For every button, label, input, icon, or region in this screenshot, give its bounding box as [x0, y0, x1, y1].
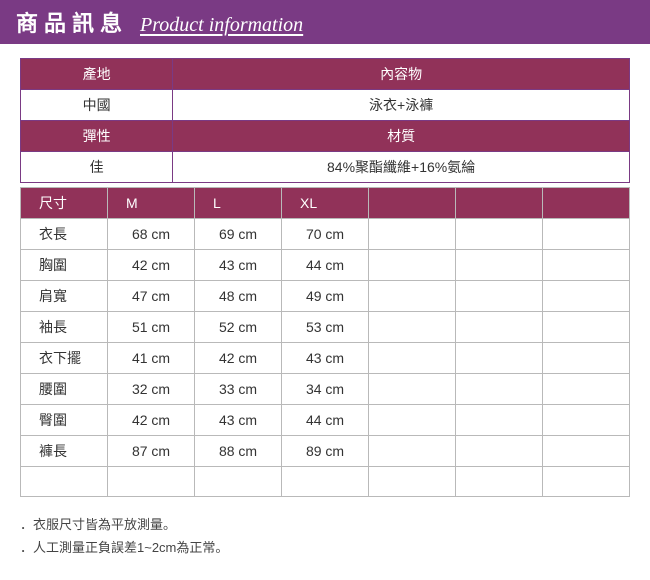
size-cell: 42 cm: [108, 250, 195, 281]
size-cell: 69 cm: [195, 219, 282, 250]
size-cell-empty: [369, 250, 456, 281]
size-cell-empty: [456, 343, 543, 374]
size-cell-empty: [369, 467, 456, 497]
banner: 商品訊息 Product information: [0, 0, 650, 44]
size-cell-empty: [543, 436, 630, 467]
size-cell-empty: [369, 312, 456, 343]
content: 產地 內容物 中國 泳衣+泳褲 彈性 材質 佳 84%聚酯纖維+16%氨綸 尺寸…: [0, 44, 650, 503]
size-cell-empty: [456, 219, 543, 250]
notes: ．衣服尺寸皆為平放測量。 ．人工測量正負誤差1~2cm為正常。: [0, 503, 650, 580]
size-col-empty: [456, 188, 543, 219]
size-cell-empty: [456, 312, 543, 343]
banner-title-zh: 商品訊息: [16, 6, 128, 38]
size-cell: 43 cm: [195, 250, 282, 281]
size-cell-empty: [195, 467, 282, 497]
size-cell-empty: [456, 281, 543, 312]
size-row: 衣下擺41 cm42 cm43 cm: [21, 343, 630, 374]
size-cell: 47 cm: [108, 281, 195, 312]
size-cell: 52 cm: [195, 312, 282, 343]
size-row: 臀圍42 cm43 cm44 cm: [21, 405, 630, 436]
size-col-header: L: [195, 188, 282, 219]
size-cell: 87 cm: [108, 436, 195, 467]
size-row-label: 衣下擺: [21, 343, 108, 374]
size-cell-empty: [369, 374, 456, 405]
size-cell-empty: [456, 405, 543, 436]
size-cell: 53 cm: [282, 312, 369, 343]
size-cell-empty: [369, 343, 456, 374]
size-cell: 33 cm: [195, 374, 282, 405]
size-row-label: 胸圍: [21, 250, 108, 281]
size-cell-empty: [543, 219, 630, 250]
note-line: ．衣服尺寸皆為平放測量。: [20, 513, 630, 536]
size-cell: 68 cm: [108, 219, 195, 250]
size-cell-empty: [543, 405, 630, 436]
info-header-material: 材質: [173, 121, 630, 152]
banner-title-en: Product information: [140, 14, 303, 37]
size-row-label: 褲長: [21, 436, 108, 467]
size-cell: 32 cm: [108, 374, 195, 405]
size-row: 胸圍42 cm43 cm44 cm: [21, 250, 630, 281]
info-header-elastic: 彈性: [21, 121, 173, 152]
size-cell-empty: [369, 219, 456, 250]
size-col-empty: [543, 188, 630, 219]
size-corner: 尺寸: [21, 188, 108, 219]
size-cell: 43 cm: [282, 343, 369, 374]
note-line: ．人工測量正負誤差1~2cm為正常。: [20, 536, 630, 559]
size-row: 褲長87 cm88 cm89 cm: [21, 436, 630, 467]
size-cell-empty: [543, 343, 630, 374]
size-cell-empty: [282, 467, 369, 497]
size-cell: 43 cm: [195, 405, 282, 436]
size-cell-empty: [456, 374, 543, 405]
size-row: 肩寬47 cm48 cm49 cm: [21, 281, 630, 312]
info-header-origin: 產地: [21, 59, 173, 90]
size-col-empty: [369, 188, 456, 219]
info-table: 產地 內容物 中國 泳衣+泳褲 彈性 材質 佳 84%聚酯纖維+16%氨綸: [20, 58, 630, 183]
size-cell-empty: [369, 281, 456, 312]
size-cell: 34 cm: [282, 374, 369, 405]
info-value-origin: 中國: [21, 90, 173, 121]
size-cell-empty: [543, 467, 630, 497]
size-cell-empty: [543, 281, 630, 312]
size-row-label: 臀圍: [21, 405, 108, 436]
size-cell: 44 cm: [282, 405, 369, 436]
size-cell-empty: [369, 405, 456, 436]
size-cell: 41 cm: [108, 343, 195, 374]
info-value-material: 84%聚酯纖維+16%氨綸: [173, 152, 630, 183]
size-cell-empty: [21, 467, 108, 497]
size-cell: 42 cm: [195, 343, 282, 374]
size-cell-empty: [369, 436, 456, 467]
size-row: 衣長68 cm69 cm70 cm: [21, 219, 630, 250]
size-cell-empty: [456, 250, 543, 281]
size-cell-empty: [543, 374, 630, 405]
size-col-header: M: [108, 188, 195, 219]
size-row: 袖長51 cm52 cm53 cm: [21, 312, 630, 343]
size-cell: 49 cm: [282, 281, 369, 312]
size-cell: 88 cm: [195, 436, 282, 467]
size-cell: 48 cm: [195, 281, 282, 312]
size-cell-empty: [543, 250, 630, 281]
size-cell: 42 cm: [108, 405, 195, 436]
size-cell-empty: [456, 436, 543, 467]
size-cell-empty: [456, 467, 543, 497]
size-row-label: 腰圍: [21, 374, 108, 405]
size-row-label: 衣長: [21, 219, 108, 250]
size-row: 腰圍32 cm33 cm34 cm: [21, 374, 630, 405]
size-cell-empty: [108, 467, 195, 497]
size-cell: 89 cm: [282, 436, 369, 467]
size-cell: 44 cm: [282, 250, 369, 281]
size-cell: 51 cm: [108, 312, 195, 343]
size-row-label: 肩寬: [21, 281, 108, 312]
size-table: 尺寸MLXL 衣長68 cm69 cm70 cm胸圍42 cm43 cm44 c…: [20, 187, 630, 497]
size-row-label: 袖長: [21, 312, 108, 343]
size-col-header: XL: [282, 188, 369, 219]
info-header-contents: 內容物: [173, 59, 630, 90]
info-value-contents: 泳衣+泳褲: [173, 90, 630, 121]
size-cell-empty: [543, 312, 630, 343]
size-cell: 70 cm: [282, 219, 369, 250]
info-value-elastic: 佳: [21, 152, 173, 183]
size-row-empty: [21, 467, 630, 497]
